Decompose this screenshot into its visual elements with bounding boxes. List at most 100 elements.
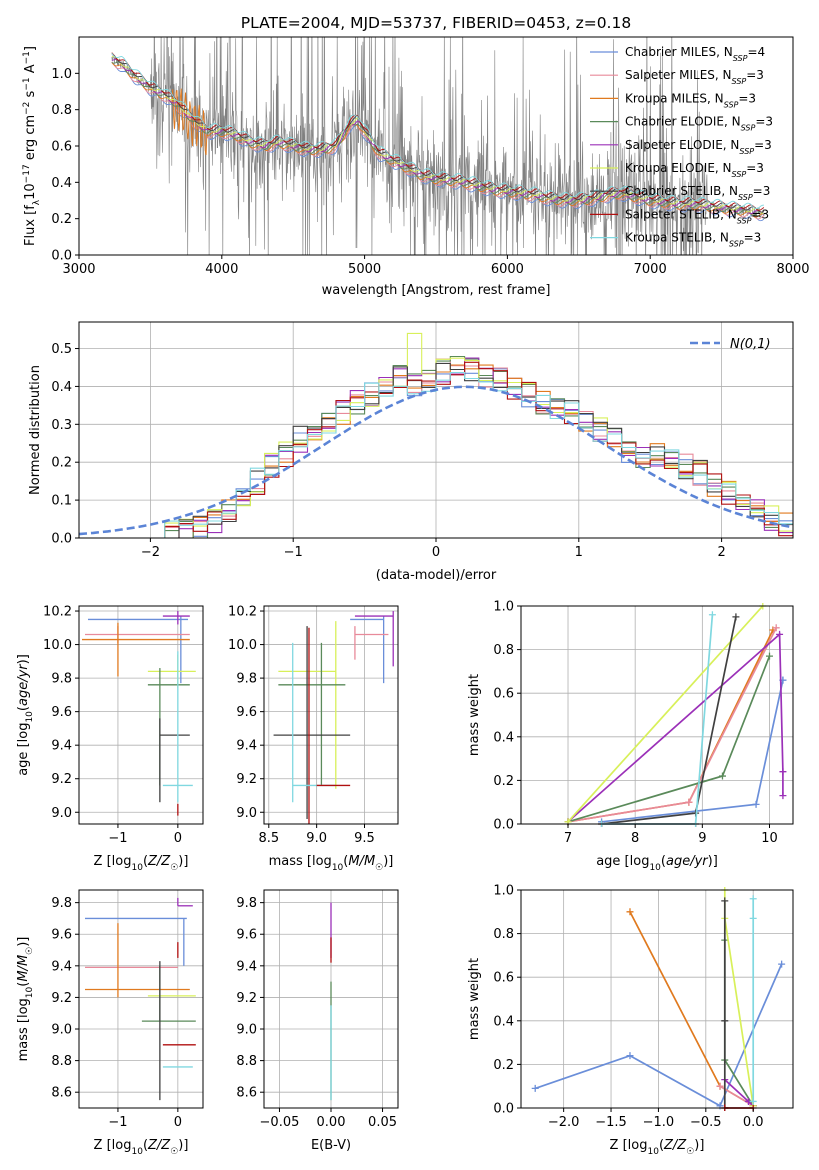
legend-text: Salpeter STELIB, N xyxy=(625,207,737,221)
series-marker xyxy=(749,914,757,922)
panel-mass-vs-Z xyxy=(79,890,203,1108)
y-tick-label: 9.0 xyxy=(236,806,257,821)
axes-spectrum: 3000 4000 5000 6000 7000 8000 0.0 0.2 0.4 0.6 0.8 1… xyxy=(51,36,810,277)
y-tick-label: 9.8 xyxy=(236,896,257,911)
errorbar-point xyxy=(162,651,193,803)
series-marker xyxy=(531,1084,539,1092)
y-tick-label: 0.4 xyxy=(51,176,72,191)
label-part: mass [log xyxy=(269,854,332,869)
legend-entry: Kroupa ELODIE, NSSP=3 xyxy=(625,161,764,179)
y-axis-label: Flux [fλ10−17 erg cm−2 s−1 A−1] xyxy=(22,46,42,246)
errorbar-point xyxy=(147,654,196,689)
series-marker xyxy=(749,895,757,903)
legend-sub: SSP xyxy=(729,239,744,248)
x-tick-label: −1 xyxy=(108,1115,127,1130)
legend-sub: SSP xyxy=(741,123,756,132)
label-part: )] xyxy=(178,854,188,869)
label-part: age [log xyxy=(16,723,31,776)
y-tick-label: 10.2 xyxy=(228,605,257,620)
panel-age-vs-mass xyxy=(264,606,398,824)
legend-text: Chabrier STELIB, N xyxy=(625,184,738,198)
y-tick-label: 9.4 xyxy=(51,739,72,754)
errorbar-point xyxy=(141,965,196,1022)
y-tick-label: 0.2 xyxy=(51,456,72,471)
legend-text: Kroupa ELODIE, N xyxy=(625,161,732,175)
model-spectrum xyxy=(111,52,764,209)
y-tick-label: 9.8 xyxy=(236,672,257,687)
errorbar-point xyxy=(354,626,389,660)
x-axis-label: Z [log10(Z/Z☉)] xyxy=(94,854,189,873)
label-part: ☉ xyxy=(170,1147,178,1157)
y-axis-label: mass weight xyxy=(467,958,482,1040)
line-data xyxy=(564,603,787,827)
series-marker xyxy=(732,613,740,621)
y-tick-label: 9.4 xyxy=(236,739,257,754)
errorbar-point xyxy=(84,917,187,966)
errorbar-point xyxy=(84,626,190,643)
label-part: ☉ xyxy=(25,947,35,955)
y-tick-label: 8.8 xyxy=(51,1054,72,1069)
y-tick-label: 0.8 xyxy=(493,927,514,942)
y-tick-label: 10.0 xyxy=(228,638,257,653)
x-tick-label: 7 xyxy=(564,831,572,846)
legend-sub: SSP xyxy=(733,54,748,63)
x-tick-label: 10 xyxy=(761,831,778,846)
series-marker xyxy=(721,897,729,905)
x-tick-label: 2 xyxy=(717,545,725,560)
label-part: λ xyxy=(32,199,42,205)
series-marker xyxy=(765,652,773,660)
legend-sub: SSP xyxy=(732,77,747,86)
label-part: Z/Z xyxy=(147,1138,171,1153)
label-part: age [log xyxy=(596,854,649,869)
errorbar-point xyxy=(278,642,346,786)
label-part: Z/Z xyxy=(147,854,171,869)
y-tick-label: 1.0 xyxy=(493,884,514,899)
label-part: ( xyxy=(661,854,666,869)
legend-tail: =3 xyxy=(755,115,773,129)
errorbar-point xyxy=(87,616,189,684)
legend-entry: Kroupa MILES, NSSP=3 xyxy=(625,91,756,109)
series-marker xyxy=(721,1017,729,1025)
x-tick-label: −1.5 xyxy=(595,1115,627,1130)
label-part: Z [log xyxy=(94,1138,132,1153)
axes-frame xyxy=(78,889,204,1109)
axes-mass-vs-Z: −1 0 8.6 8.8 9.0 9.2 9.4 9.6 9.8 xyxy=(51,889,204,1130)
label-part: ( xyxy=(16,982,31,987)
series-marker xyxy=(626,908,634,916)
y-tick-label: 9.2 xyxy=(51,772,72,787)
series-marker xyxy=(779,792,787,800)
label-part: 10 xyxy=(131,1147,143,1157)
errorbar-point xyxy=(159,718,190,803)
series-line xyxy=(601,614,714,825)
y-tick-label: 9.4 xyxy=(51,959,72,974)
series-marker xyxy=(778,960,786,968)
x-tick-label: 8 xyxy=(631,831,639,846)
y-tick-label: 0.8 xyxy=(51,103,72,118)
label-part: −17 xyxy=(22,164,32,183)
chart-title: PLATE=2004, MJD=53737, FIBERID=0453, z=0… xyxy=(241,14,631,32)
y-tick-label: 0.6 xyxy=(493,971,514,986)
label-part: ( xyxy=(343,854,348,869)
line-plot-massweight-vs-age: age [log10(age/yr)]mass weight xyxy=(467,603,787,873)
x-tick-label: −0.5 xyxy=(690,1115,722,1130)
legend-text: Salpeter ELODIE, N xyxy=(625,138,739,152)
x-tick-label: 0.0 xyxy=(743,1115,764,1130)
y-axis-label: mass [log10(M/M☉)] xyxy=(16,937,35,1062)
series-line xyxy=(567,627,777,823)
label-part: 10 xyxy=(332,863,344,873)
label-part: ☉ xyxy=(686,1147,694,1157)
series-line xyxy=(534,963,783,1107)
label-part: Flux [f xyxy=(23,205,38,246)
errorbar-point xyxy=(292,642,336,803)
series-line xyxy=(601,679,784,823)
y-tick-label: 9.2 xyxy=(236,772,257,787)
y-tick-label: 9.6 xyxy=(236,705,257,720)
histogram-step xyxy=(79,371,793,538)
label-part: Z [log xyxy=(610,1138,648,1153)
x-tick-label: 6000 xyxy=(491,262,524,277)
legend-sub: SSP xyxy=(739,146,754,155)
errorbar-plot-age-vs-Z: Z [log10(Z/Z☉)]age [log10(age/yr)] xyxy=(16,611,196,873)
y-tick-label: 8.8 xyxy=(236,1054,257,1069)
